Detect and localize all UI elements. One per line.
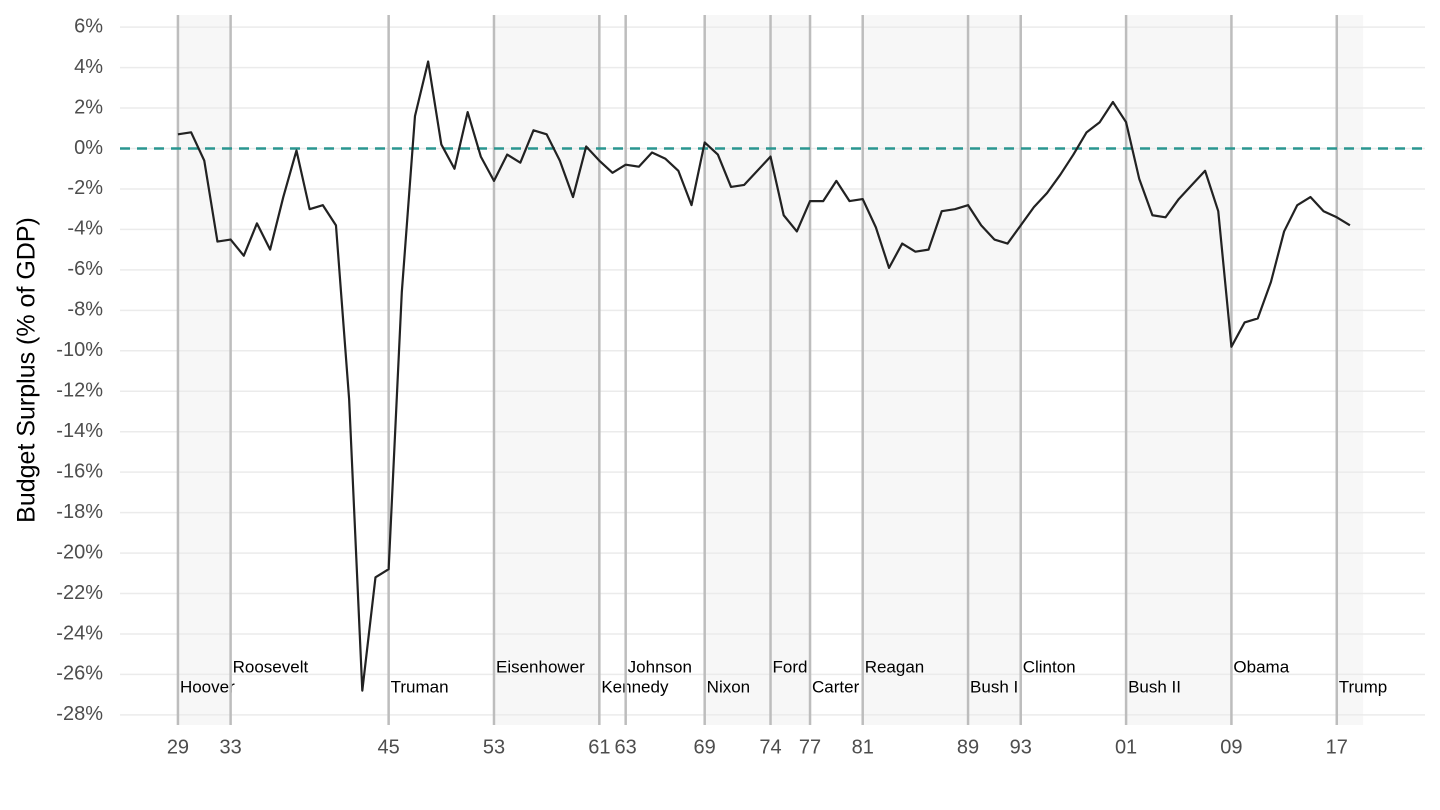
president-band <box>493 15 600 725</box>
president-band <box>1336 15 1364 725</box>
data-line <box>177 60 1351 692</box>
president-label: Clinton <box>1023 657 1076 676</box>
y-tick-label: -20% <box>56 541 103 563</box>
x-tick-label: 45 <box>378 736 400 758</box>
y-tick-label: 2% <box>74 96 103 118</box>
x-tick-label: 29 <box>167 736 189 758</box>
president-band <box>770 15 811 725</box>
president-label: Hoover <box>180 677 235 696</box>
y-tick-label: -22% <box>56 582 103 604</box>
x-tick-label: 61 <box>588 736 610 758</box>
president-band <box>968 15 1021 725</box>
y-tick-label: -28% <box>56 703 103 725</box>
y-tick-label: -14% <box>56 420 103 442</box>
y-tick-label: -26% <box>56 663 103 685</box>
x-tick-label: 89 <box>957 736 979 758</box>
x-tick-label: 63 <box>615 736 637 758</box>
y-tick-label: -2% <box>67 177 103 199</box>
president-label: Reagan <box>865 657 925 676</box>
president-band <box>177 15 231 725</box>
y-tick-label: -4% <box>67 218 103 240</box>
x-tick-label: 74 <box>759 736 781 758</box>
president-label: Nixon <box>707 677 750 696</box>
y-tick-label: -18% <box>56 501 103 523</box>
x-tick-label: 69 <box>694 736 716 758</box>
president-label: Ford <box>773 657 808 676</box>
president-label: Truman <box>391 677 449 696</box>
president-label: Trump <box>1339 677 1388 696</box>
y-tick-label: -8% <box>67 299 103 321</box>
president-band <box>704 15 771 725</box>
x-tick-label: 01 <box>1115 736 1137 758</box>
x-tick-label: 93 <box>1010 736 1032 758</box>
y-tick-label: 6% <box>74 15 103 37</box>
president-band <box>1126 15 1232 725</box>
president-label: Roosevelt <box>233 657 309 676</box>
y-tick-label: 4% <box>74 56 103 78</box>
president-label: Kennedy <box>601 677 669 696</box>
y-tick-label: -24% <box>56 622 103 644</box>
president-label: Obama <box>1233 657 1289 676</box>
president-label: Bush I <box>970 677 1018 696</box>
president-label: Johnson <box>628 657 692 676</box>
president-band <box>862 15 969 725</box>
x-tick-label: 09 <box>1220 736 1242 758</box>
x-tick-label: 17 <box>1326 736 1348 758</box>
president-label: Carter <box>812 677 860 696</box>
y-tick-label: -16% <box>56 460 103 482</box>
president-label: Eisenhower <box>496 657 585 676</box>
x-tick-label: 53 <box>483 736 505 758</box>
y-axis-title: Budget Surplus (% of GDP) <box>13 217 41 523</box>
x-tick-label: 77 <box>799 736 821 758</box>
y-tick-label: 0% <box>74 137 103 159</box>
y-tick-label: -6% <box>67 258 103 280</box>
y-tick-label: -10% <box>56 339 103 361</box>
x-tick-label: 81 <box>852 736 874 758</box>
president-label: Bush II <box>1128 677 1181 696</box>
y-tick-label: -12% <box>56 380 103 402</box>
x-tick-label: 33 <box>219 736 241 758</box>
